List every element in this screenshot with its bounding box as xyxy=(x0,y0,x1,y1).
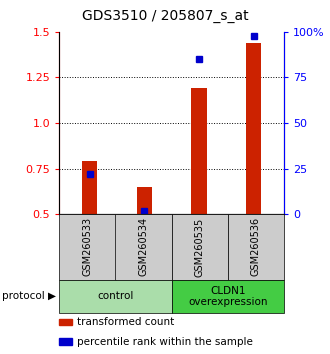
Text: GDS3510 / 205807_s_at: GDS3510 / 205807_s_at xyxy=(82,9,248,23)
Text: GSM260535: GSM260535 xyxy=(195,217,205,276)
Text: control: control xyxy=(97,291,134,302)
Text: GSM260533: GSM260533 xyxy=(82,217,92,276)
Text: CLDN1
overexpression: CLDN1 overexpression xyxy=(188,286,267,307)
Bar xyxy=(246,43,261,214)
Bar xyxy=(82,161,97,214)
Text: transformed count: transformed count xyxy=(77,317,174,327)
Bar xyxy=(137,187,152,214)
Text: protocol ▶: protocol ▶ xyxy=(2,291,56,302)
Text: GSM260534: GSM260534 xyxy=(139,217,148,276)
Text: GSM260536: GSM260536 xyxy=(251,217,261,276)
Text: percentile rank within the sample: percentile rank within the sample xyxy=(77,337,253,347)
Bar xyxy=(191,88,207,214)
